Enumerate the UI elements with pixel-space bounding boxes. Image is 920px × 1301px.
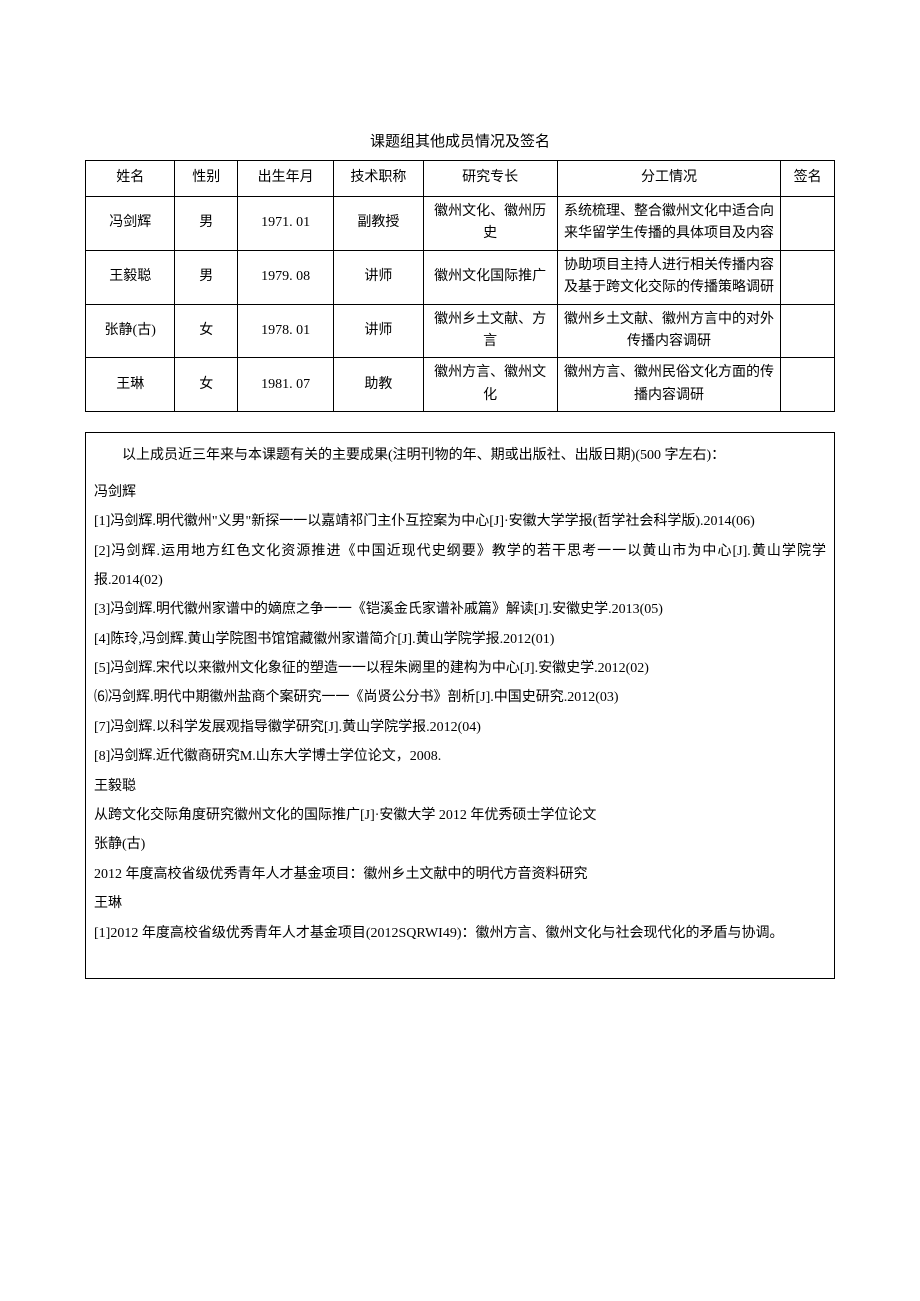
person-heading: 冯剑辉: [94, 478, 826, 507]
cell-gender: 女: [175, 358, 238, 412]
cell-job-title: 讲师: [334, 304, 423, 358]
cell-division: 系统梳理、整合徽州文化中适合向来华留学生传播的具体项目及内容: [557, 197, 781, 251]
cell-signature: [781, 250, 835, 304]
cell-name: 王毅聪: [86, 250, 175, 304]
cell-name: 王琳: [86, 358, 175, 412]
table-row: 冯剑辉 男 1971. 01 副教授 徽州文化、徽州历史 系统梳理、整合徽州文化…: [86, 197, 835, 251]
header-specialty: 研究专长: [423, 161, 557, 197]
achievements-box: 以上成员近三年来与本课题有关的主要成果(注明刊物的年、期或出版社、出版日期)(5…: [85, 432, 835, 979]
cell-specialty: 徽州文化国际推广: [423, 250, 557, 304]
table-row: 张静(古) 女 1978. 01 讲师 徽州乡土文献、方言 徽州乡土文献、徽州方…: [86, 304, 835, 358]
cell-job-title: 副教授: [334, 197, 423, 251]
cell-job-title: 助教: [334, 358, 423, 412]
cell-name: 冯剑辉: [86, 197, 175, 251]
ref-item: [8]冯剑辉.近代徽商研究M.山东大学博士学位论文，2008.: [94, 742, 826, 771]
cell-birth: 1979. 08: [238, 250, 334, 304]
person-heading: 张静(古): [94, 830, 826, 859]
intro-text: 以上成员近三年来与本课题有关的主要成果(注明刊物的年、期或出版社、出版日期)(5…: [94, 443, 826, 470]
person-heading: 王毅聪: [94, 772, 826, 801]
ref-item: 从跨文化交际角度研究徽州文化的国际推广[J]·安徽大学 2012 年优秀硕士学位…: [94, 801, 826, 830]
members-table: 姓名 性别 出生年月 技术职称 研究专长 分工情况 签名 冯剑辉 男 1971.…: [85, 160, 835, 412]
table-row: 王琳 女 1981. 07 助教 徽州方言、徽州文化 徽州方言、徽州民俗文化方面…: [86, 358, 835, 412]
cell-division: 徽州乡土文献、徽州方言中的对外传播内容调研: [557, 304, 781, 358]
ref-item: [4]陈玲,冯剑辉.黄山学院图书馆馆藏徽州家谱简介[J].黄山学院学报.2012…: [94, 625, 826, 654]
ref-item: [2]冯剑辉.运用地方红色文化资源推进《中国近现代史纲要》教学的若干思考一一以黄…: [94, 537, 826, 596]
ref-item: 2012 年度高校省级优秀青年人才基金项目：徽州乡土文献中的明代方音资料研究: [94, 860, 826, 889]
ref-item: [3]冯剑辉.明代徽州家谱中的嫡庶之争一一《铠溪金氏家谱补戚篇》解读[J].安徽…: [94, 595, 826, 624]
header-birth: 出生年月: [238, 161, 334, 197]
cell-division: 徽州方言、徽州民俗文化方面的传播内容调研: [557, 358, 781, 412]
ref-item: [1]2012 年度高校省级优秀青年人才基金项目(2012SQRWI49)：徽州…: [94, 919, 826, 948]
header-job-title: 技术职称: [334, 161, 423, 197]
cell-birth: 1978. 01: [238, 304, 334, 358]
cell-specialty: 徽州乡土文献、方言: [423, 304, 557, 358]
table-header-row: 姓名 性别 出生年月 技术职称 研究专长 分工情况 签名: [86, 161, 835, 197]
cell-specialty: 徽州方言、徽州文化: [423, 358, 557, 412]
ref-item: ⑹冯剑辉.明代中期徽州盐商个案研究一一《尚贤公分书》剖析[J].中国史研究.20…: [94, 683, 826, 712]
table-row: 王毅聪 男 1979. 08 讲师 徽州文化国际推广 协助项目主持人进行相关传播…: [86, 250, 835, 304]
cell-name: 张静(古): [86, 304, 175, 358]
cell-division: 协助项目主持人进行相关传播内容及基于跨文化交际的传播策略调研: [557, 250, 781, 304]
cell-signature: [781, 358, 835, 412]
header-division: 分工情况: [557, 161, 781, 197]
cell-signature: [781, 304, 835, 358]
cell-birth: 1971. 01: [238, 197, 334, 251]
cell-gender: 男: [175, 250, 238, 304]
header-name: 姓名: [86, 161, 175, 197]
cell-signature: [781, 197, 835, 251]
header-signature: 签名: [781, 161, 835, 197]
cell-specialty: 徽州文化、徽州历史: [423, 197, 557, 251]
header-gender: 性别: [175, 161, 238, 197]
page-title: 课题组其他成员情况及签名: [85, 130, 835, 154]
cell-gender: 女: [175, 304, 238, 358]
cell-birth: 1981. 07: [238, 358, 334, 412]
cell-gender: 男: [175, 197, 238, 251]
ref-item: [1]冯剑辉.明代徽州"义男"新探一一以嘉靖祁门主仆互控案为中心[J]·安徽大学…: [94, 507, 826, 536]
person-heading: 王琳: [94, 889, 826, 918]
cell-job-title: 讲师: [334, 250, 423, 304]
ref-item: [5]冯剑辉.宋代以来徽州文化象征的塑造一一以程朱阙里的建构为中心[J].安徽史…: [94, 654, 826, 683]
table-body: 冯剑辉 男 1971. 01 副教授 徽州文化、徽州历史 系统梳理、整合徽州文化…: [86, 197, 835, 412]
ref-item: [7]冯剑辉.以科学发展观指导徽学研究[J].黄山学院学报.2012(04): [94, 713, 826, 742]
